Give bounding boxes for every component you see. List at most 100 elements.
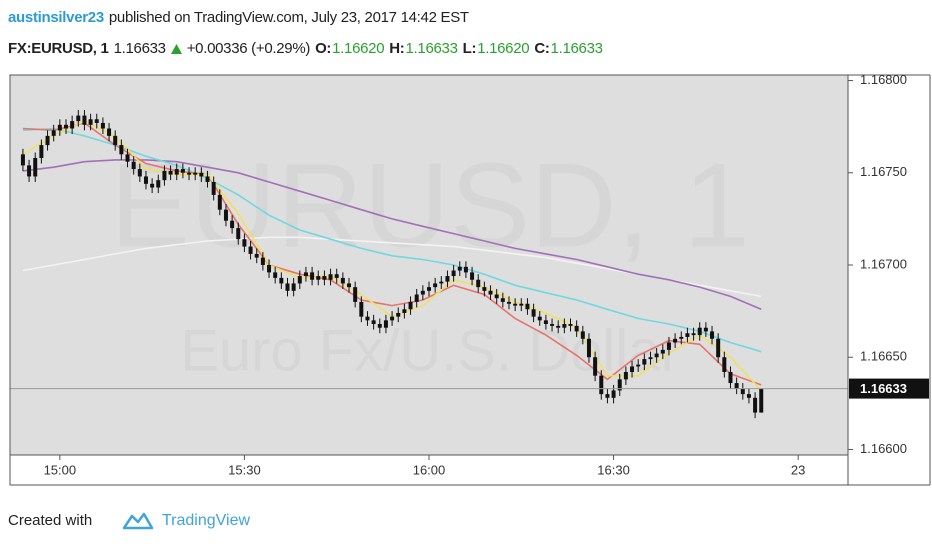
candle-body [230,220,235,229]
candle-body [648,357,653,360]
candle-body [463,266,468,273]
y-tick-label: 1.16700 [860,256,907,271]
y-tick-label: 1.16800 [860,72,907,87]
x-tick-label: 15:00 [44,462,77,477]
candle-body [716,338,721,358]
candle-body [513,303,518,306]
candle-body [451,270,456,277]
candle-body [734,383,739,389]
candle-body [340,277,345,284]
candle-body [51,130,56,136]
candle-body [334,274,339,278]
candle-body [273,272,278,278]
candle-body [703,327,708,332]
candle-body [420,290,425,295]
candle-body [642,359,647,365]
candle-body [568,324,573,326]
candle-body [402,309,407,313]
candle-body [156,180,161,188]
candle-body [476,279,481,288]
ohlc: O: 1.16620 H: 1.16633 L: 1.16620 C: 1.16633 [315,40,603,57]
candle-body [94,119,99,123]
watermark-description: Euro Fx/U.S. Dollar [180,318,680,383]
candle-body [753,397,758,413]
last-price-box [849,378,929,399]
candle-body [248,246,253,254]
candle-body [279,277,284,284]
candle-body [180,169,185,173]
ohlc-value: 1.16633 [550,40,603,57]
up-arrow [170,44,182,54]
candle-body [107,128,112,136]
candle-body [470,272,475,280]
ohlc-value: 1.16620 [477,40,530,57]
candle-body [543,320,548,325]
candle-body [187,172,192,175]
moving-average-line [22,159,762,311]
candle-body [20,154,25,166]
candle-body [353,287,358,302]
candle-body [76,115,81,122]
candle-body [488,290,493,295]
candle-body [390,316,395,321]
candle-body [586,338,591,358]
candle-body [500,298,505,302]
candle-body [347,283,352,288]
candle-body [33,158,38,177]
moving-average-line [22,127,762,353]
footer-created: Created with [8,512,92,529]
candle-body [673,338,678,343]
candle-body [45,135,50,146]
x-tick-label: 16:30 [597,462,630,477]
candle-body [377,324,382,328]
candle-body [63,124,68,129]
candle-body [168,170,173,175]
candle-body [746,394,751,398]
ohlc-value: 1.16620 [332,40,385,57]
candle-body [88,119,93,125]
candle-body [580,331,585,339]
candle-body [666,342,671,350]
author[interactable]: austinsilver23 [8,9,104,26]
last-price-label: 1.16633 [860,381,907,396]
candle-body [433,283,438,288]
footer-brand[interactable]: TradingView [162,512,250,529]
candle-body [328,274,333,280]
candle-body [414,294,419,302]
x-tick-label: 16:00 [413,462,446,477]
candle-body [617,379,622,391]
candle-body [316,276,321,280]
candle-body [131,161,136,170]
plot-area [10,110,848,419]
candle-body [365,316,370,321]
plot-background [10,75,848,455]
candle-body [654,353,659,358]
candle-body [396,312,401,317]
candle-body [519,303,524,306]
candle-body [636,364,641,367]
candle-body [697,327,702,336]
candle-body [143,176,148,184]
candle-body [125,154,130,162]
candle-body [39,145,44,159]
candle-body [623,371,628,380]
candle-body [119,145,124,155]
candle-body [605,394,610,398]
candle-body [599,375,604,395]
candle-body [531,309,536,317]
candle-body [174,169,179,175]
candle-body [740,388,745,395]
candle-body [322,276,327,280]
candle-body [427,287,431,291]
candle-body [445,276,450,282]
x-tick-label: 15:30 [228,462,261,477]
candle-body [660,349,665,354]
candle-body [574,325,579,332]
candle-body [482,287,487,291]
x-tick-label: 23 [791,462,805,477]
candle-body [100,122,105,129]
candle-body [217,194,222,210]
candle-body [303,272,308,277]
candle-body [457,266,462,271]
